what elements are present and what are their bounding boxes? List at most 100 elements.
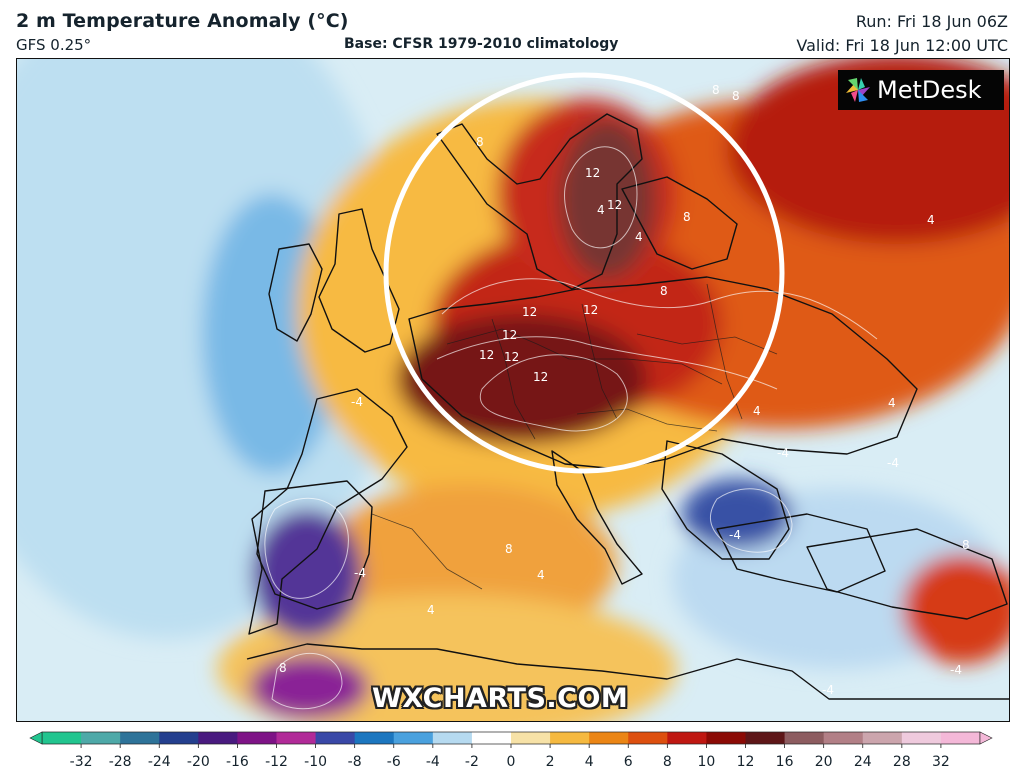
balkans-outline: [661, 440, 790, 560]
legend-color-block: [745, 732, 786, 744]
legend-tick-label: -28: [109, 754, 132, 770]
legend-color-block: [940, 732, 982, 744]
contour-label: 12: [522, 305, 537, 319]
north-africa-coast: [246, 643, 1009, 700]
legend-tick-label: 20: [815, 754, 833, 770]
contour-labels: 12 12 12 12 12 12 12 12 8 8 8 8 8 8 8 8 …: [279, 83, 970, 697]
metdesk-logo: MetDesk: [838, 70, 1004, 110]
legend-tick-label: -4: [426, 754, 440, 770]
black-sea-cool: [682, 479, 792, 549]
run-time-label: Run: Fri 18 Jun 06Z: [855, 12, 1008, 31]
contour-label: 8: [505, 542, 513, 556]
legend-color-blocks: [42, 732, 982, 744]
legend-color-block: [511, 732, 552, 744]
contour-label: 4: [888, 396, 896, 410]
legend-tick-label: -6: [387, 754, 401, 770]
legend-color-block: [784, 732, 826, 744]
great-britain-outline: [318, 208, 400, 353]
legend-tick-label: -8: [348, 754, 362, 770]
ireland-outline: [268, 243, 323, 342]
legend-color-block: [120, 732, 161, 744]
legend-color-block: [862, 732, 904, 744]
contour-label: -4: [887, 456, 899, 470]
legend-color-block: [589, 732, 630, 744]
legend-tick-label: 2: [546, 754, 555, 770]
legend-tick-label: -32: [70, 754, 93, 770]
middle-east-warm: [902, 554, 1009, 664]
legend-colorbar: -32 -28 -24 -20 -16 -12 -10 -8 -6 -4 -2 0 2 4 6 8 10 12 16…: [29, 731, 993, 770]
border-line-poland: [636, 333, 778, 355]
contour-label: 8: [962, 538, 970, 552]
legend-color-block: [276, 732, 317, 744]
anomaly-contours: [264, 146, 878, 710]
legend-color-block: [198, 732, 239, 744]
iberia-cool-core: [252, 509, 362, 639]
contour-label: 8: [279, 661, 287, 675]
france-iberia-outline: [248, 388, 408, 635]
border-line-germany-west: [491, 318, 536, 440]
sweden-heat-core: [559, 119, 655, 279]
iberian-peninsula-outline: [256, 480, 373, 610]
dark-heat-core: [397, 314, 647, 444]
legend-tick-label: 4: [585, 754, 594, 770]
legend-color-block: [471, 732, 513, 744]
contour-label: 12: [479, 348, 494, 362]
legend-tick-label: 10: [698, 754, 716, 770]
pinwheel-logo-icon: [846, 78, 870, 102]
contour-12-core: [479, 354, 628, 432]
legend-left-arrow: [29, 731, 43, 745]
legend-tick-label: 12: [737, 754, 755, 770]
legend-right-arrow: [979, 731, 993, 745]
legend-color-block: [550, 732, 591, 744]
legend-color-block: [901, 732, 943, 744]
legend-tick-label: 16: [776, 754, 794, 770]
legend-tick-label: -16: [226, 754, 249, 770]
legend-color-block: [42, 732, 83, 744]
contour-label: -4: [950, 663, 962, 677]
contour-label: 8: [712, 83, 720, 97]
highlight-circle: [383, 72, 785, 474]
scandinavia-outline: [436, 113, 643, 290]
border-line-spain-france: [371, 513, 483, 590]
contour-4-north: [441, 278, 878, 340]
legend-tick-label: -20: [187, 754, 210, 770]
italy-outline: [551, 450, 643, 585]
europe-anomaly-map: 12 12 12 12 12 12 12 12 8 8 8 8 8 8 8 8 …: [16, 58, 1010, 722]
black-sea-outline: [716, 513, 886, 593]
contour-minus8-morocco: [271, 653, 343, 710]
baltic-outline: [621, 176, 738, 270]
contour-label: 8: [660, 284, 668, 298]
contour-label: 4: [635, 230, 643, 244]
contour-label: 12: [583, 303, 598, 317]
contour-label: 12: [585, 166, 600, 180]
anomaly-shading: [17, 59, 1009, 721]
legend-color-block: [823, 732, 865, 744]
legend-tick-label: -10: [304, 754, 327, 770]
legend-tick-label: -24: [148, 754, 171, 770]
contour-label: 12: [533, 370, 548, 384]
legend-color-block: [237, 732, 278, 744]
contour-label: -4: [729, 528, 741, 542]
contour-label: 4: [427, 603, 435, 617]
legend-ticks: -32 -28 -24 -20 -16 -12 -10 -8 -6 -4 -2 0 2 4 6 8 10 12 16…: [70, 744, 950, 770]
climatology-base-label: Base: CFSR 1979-2010 climatology: [344, 36, 619, 52]
contour-label: 12: [502, 328, 517, 342]
turkey-outline: [806, 528, 1008, 620]
legend-color-block: [667, 732, 708, 744]
border-line-central: [446, 328, 723, 385]
contour-minus4-iberia: [264, 497, 349, 599]
contour-label: -4: [354, 566, 366, 580]
contour-12-scandinavia: [564, 146, 638, 249]
legend-tick-label: -2: [465, 754, 479, 770]
valid-time-label: Valid: Fri 18 Jun 12:00 UTC: [796, 36, 1008, 55]
legend-color-block: [315, 732, 357, 744]
map-title: 2 m Temperature Anomaly (°C): [16, 10, 349, 32]
contour-label: 4: [597, 203, 605, 217]
legend-color-block: [432, 732, 474, 744]
contour-label: 4: [927, 213, 935, 227]
legend-tick-label: 32: [932, 754, 950, 770]
contour-label: -4: [777, 446, 789, 460]
legend-tick-label: -12: [265, 754, 288, 770]
border-line-germany-east: [581, 303, 618, 420]
